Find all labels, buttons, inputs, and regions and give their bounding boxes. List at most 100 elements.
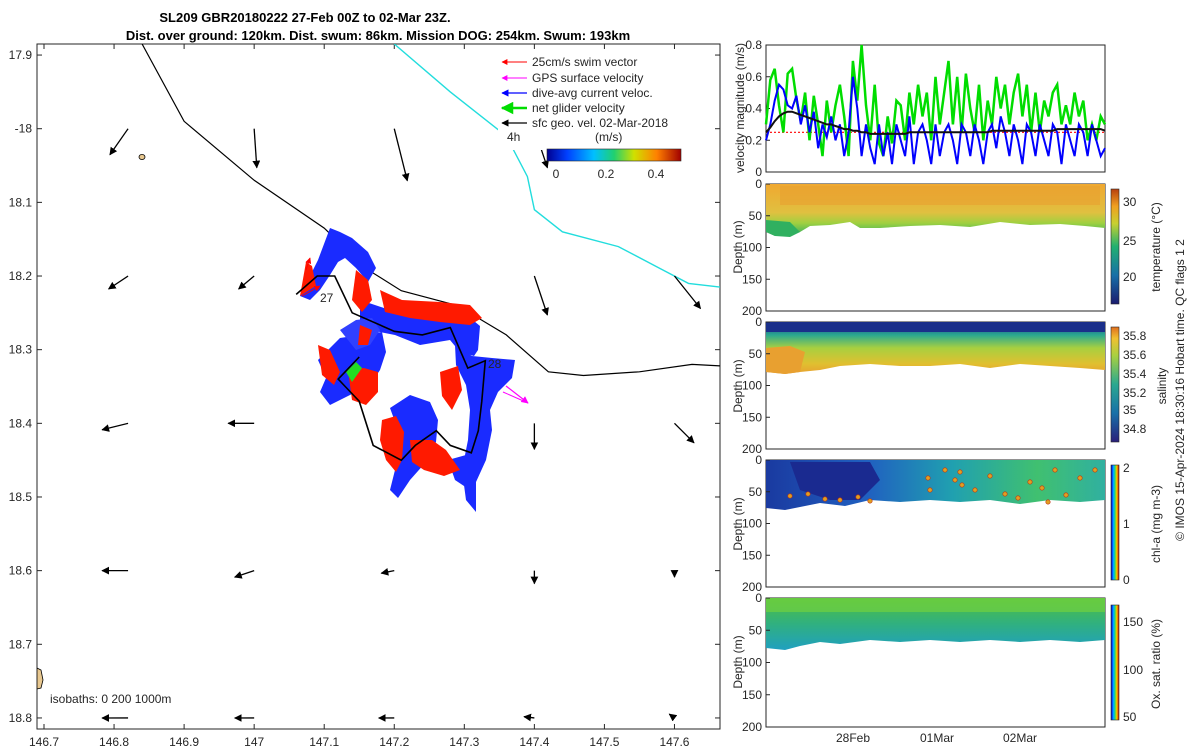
chla-colorbar <box>1110 464 1120 581</box>
depth-tick-label: 150 <box>742 548 762 562</box>
current-vector-swath <box>300 228 376 300</box>
temperature-tick: 25 <box>1123 234 1137 248</box>
sfc-vector-arrow <box>523 713 535 722</box>
depth-tick-label: 200 <box>742 304 762 318</box>
velocity-series-line <box>765 110 1106 135</box>
current-vector-swath <box>360 300 480 356</box>
y-tick-label: 18.3 <box>9 343 33 357</box>
isobath-key: isobaths: 0 200 1000m <box>50 692 171 706</box>
legend-gps-label: GPS surface velocity <box>532 71 643 85</box>
oxygen-tick: 150 <box>1123 615 1143 629</box>
velocity-tick-label: 0.8 <box>745 38 762 52</box>
depth-tick-label: 50 <box>749 623 763 637</box>
temperature-section-data <box>766 220 800 237</box>
chla-high-point <box>787 493 793 499</box>
x-tick-label: 147.4 <box>519 735 549 749</box>
depth-tick-label: 50 <box>749 347 763 361</box>
salinity-colorbar-label: salinity <box>1155 368 1169 405</box>
swim-vector-swath <box>348 368 378 405</box>
velocity-series-line <box>764 44 1107 157</box>
chla-high-point <box>942 467 948 473</box>
temperature-tick: 30 <box>1123 195 1137 209</box>
chla-high-point <box>1092 467 1098 473</box>
chla-high-point <box>867 498 873 504</box>
velocity-tick-label: 0.4 <box>745 102 762 116</box>
velocity-tick-label: 0.6 <box>745 70 762 84</box>
swim-vector-arrow <box>301 285 321 297</box>
chla-high-point <box>1077 475 1083 481</box>
salinity-tick: 35.6 <box>1123 348 1147 362</box>
x-tick-label: 147.2 <box>379 735 409 749</box>
depth-tick-label: 0 <box>755 453 762 467</box>
oxygen-section-panel: Depth (m) 150 100 50 Ox. sat. ratio (%) <box>731 597 1163 728</box>
y-tick-label: 18.7 <box>9 637 33 651</box>
depth-tick-label: 50 <box>749 209 763 223</box>
chla-high-point <box>959 482 965 488</box>
velocity-series-line <box>765 76 1106 165</box>
chla-high-point <box>957 469 963 475</box>
title-line-1: SL209 GBR20180222 27-Feb 00Z to 02-Mar 2… <box>159 10 450 25</box>
sfc-vector-arrow <box>393 128 410 182</box>
time-tick-label: 01Mar <box>920 731 954 745</box>
section-ylabel: Depth (m) <box>731 359 745 412</box>
salinity-tick: 35.8 <box>1123 329 1147 343</box>
x-tick-label: 147.5 <box>589 735 619 749</box>
chla-high-point <box>855 494 861 500</box>
chla-high-point <box>1063 492 1069 498</box>
y-tick-label: 18.2 <box>9 269 33 283</box>
sfc-vector-arrow <box>674 422 695 444</box>
temperature-section-panel: Depth (m) 30 25 20 temperature (°C) <box>731 183 1163 312</box>
salinity-tick: 35.4 <box>1123 367 1147 381</box>
speed-colorbar-title: (m/s) <box>595 130 622 144</box>
island-marker <box>138 153 146 160</box>
depth-tick-label: 50 <box>749 485 763 499</box>
salinity-tick: 34.8 <box>1123 422 1147 436</box>
chla-high-point <box>1052 467 1058 473</box>
depth-tick-label: 100 <box>742 656 762 670</box>
velocity-tick-label: 0 <box>755 165 762 179</box>
salinity-section-data <box>766 346 805 374</box>
chla-high-point <box>805 491 811 497</box>
chla-high-point <box>972 487 978 493</box>
oxygen-tick: 100 <box>1123 663 1143 677</box>
depth-tick-label: 0 <box>755 177 762 191</box>
gps-surface-velocity-arrow <box>505 385 529 404</box>
salinity-tick: 35 <box>1123 403 1137 417</box>
time-tick-label: 28Feb <box>836 731 870 745</box>
legend-current-label: dive-avg current veloc. <box>532 86 653 100</box>
chla-high-point <box>952 477 958 483</box>
sfc-vector-arrow <box>233 570 255 579</box>
chla-high-point <box>837 497 843 503</box>
depth-tick-label: 150 <box>742 410 762 424</box>
gps-surface-velocity-arrow <box>305 257 312 271</box>
speed-colorbar <box>546 148 682 162</box>
swim-vector-swath <box>358 325 372 345</box>
map-legend: 25cm/s swim vector GPS surface velocity … <box>498 54 698 181</box>
depth-tick-label: 150 <box>742 688 762 702</box>
depth-tick-label: 200 <box>742 720 762 734</box>
swim-vector-swath <box>410 440 460 476</box>
chla-high-point <box>1002 491 1008 497</box>
legend-swim-label: 25cm/s swim vector <box>532 55 637 69</box>
y-tick-label: 18.5 <box>9 490 33 504</box>
velocity-magnitude-panel: 0 0.2 0.4 0.6 0.8 velocity magnitude (m/s) <box>733 38 1107 179</box>
coast-fragment <box>37 667 44 690</box>
chla-high-points <box>787 467 1098 505</box>
depth-tick-label: 200 <box>742 580 762 594</box>
title-line-2: Dist. over ground: 120km. Dist. swum: 86… <box>126 28 630 43</box>
glider-track <box>295 275 487 462</box>
legend-box <box>498 54 698 150</box>
y-tick-label: -18 <box>15 122 33 136</box>
oxygen-tick: 50 <box>1123 710 1137 724</box>
chla-high-point <box>1045 499 1051 505</box>
x-tick-label: 147.6 <box>659 735 689 749</box>
depth-tick-label: 150 <box>742 272 762 286</box>
x-tick-label: 147.1 <box>309 735 339 749</box>
sfc-vector-arrow <box>107 275 129 290</box>
velocity-ticks: 0 0.2 0.4 0.6 0.8 <box>745 38 770 179</box>
depth-tick-label: 200 <box>742 442 762 456</box>
x-tick-label: 147 <box>244 735 264 749</box>
sfc-vector-arrow <box>109 128 129 156</box>
swim-vector-swath <box>318 345 340 385</box>
salinity-section-data <box>766 322 1105 332</box>
